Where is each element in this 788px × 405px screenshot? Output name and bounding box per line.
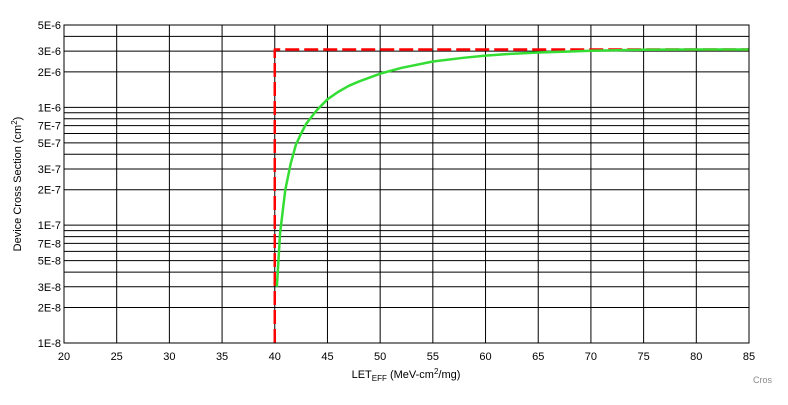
x-tick-label: 45 bbox=[321, 351, 333, 363]
x-tick-label: 65 bbox=[532, 351, 544, 363]
watermark-text: Cros bbox=[752, 375, 772, 385]
x-tick-label: 85 bbox=[743, 351, 755, 363]
x-tick-label: 75 bbox=[637, 351, 649, 363]
series-line-1 bbox=[273, 48, 749, 343]
x-tick-label: 50 bbox=[374, 351, 386, 363]
x-axis-label: LETEFF (MeV-cm2/mg) bbox=[352, 367, 461, 383]
x-tick-label: 30 bbox=[163, 351, 175, 363]
grid bbox=[63, 24, 750, 344]
y-tick-label: 5E-6 bbox=[38, 20, 61, 32]
x-tick-labels: 20 25 30 35 40 45 50 55 60 65 70 75 80 85 bbox=[58, 351, 755, 363]
y-tick-label: 3E-8 bbox=[38, 282, 61, 294]
series-line-2 bbox=[275, 48, 749, 287]
plot-border bbox=[63, 24, 750, 344]
x-tick-label: 60 bbox=[479, 351, 491, 363]
series-layer bbox=[273, 48, 749, 343]
y-tick-label: 2E-6 bbox=[38, 67, 61, 79]
y-tick-label: 2E-8 bbox=[38, 303, 61, 315]
y-tick-label: 3E-6 bbox=[38, 46, 61, 58]
x-tick-label: 80 bbox=[690, 351, 702, 363]
x-tick-label: 70 bbox=[585, 351, 597, 363]
y-tick-label: 3E-7 bbox=[38, 164, 61, 176]
x-tick-label: 25 bbox=[111, 351, 123, 363]
y-tick-label: 1E-7 bbox=[38, 220, 61, 232]
y-axis-label: Device Cross Section (cm2) bbox=[10, 117, 24, 252]
x-tick-label: 55 bbox=[427, 351, 439, 363]
y-tick-label: 7E-8 bbox=[38, 238, 61, 250]
y-tick-label: 1E-8 bbox=[38, 338, 61, 350]
x-tick-label: 35 bbox=[216, 351, 228, 363]
y-tick-labels: 1E-8 2E-8 3E-8 5E-8 7E-8 1E-7 2E-7 3E-7 5E-7 7E-7… bbox=[38, 20, 61, 350]
x-tick-label: 40 bbox=[269, 351, 281, 363]
y-tick-label: 2E-7 bbox=[38, 185, 61, 197]
x-tick-label: 20 bbox=[58, 351, 70, 363]
y-tick-label: 5E-7 bbox=[38, 138, 61, 150]
y-tick-label: 1E-6 bbox=[38, 102, 61, 114]
y-tick-label: 7E-7 bbox=[38, 121, 61, 133]
y-tick-label: 5E-8 bbox=[38, 256, 61, 268]
